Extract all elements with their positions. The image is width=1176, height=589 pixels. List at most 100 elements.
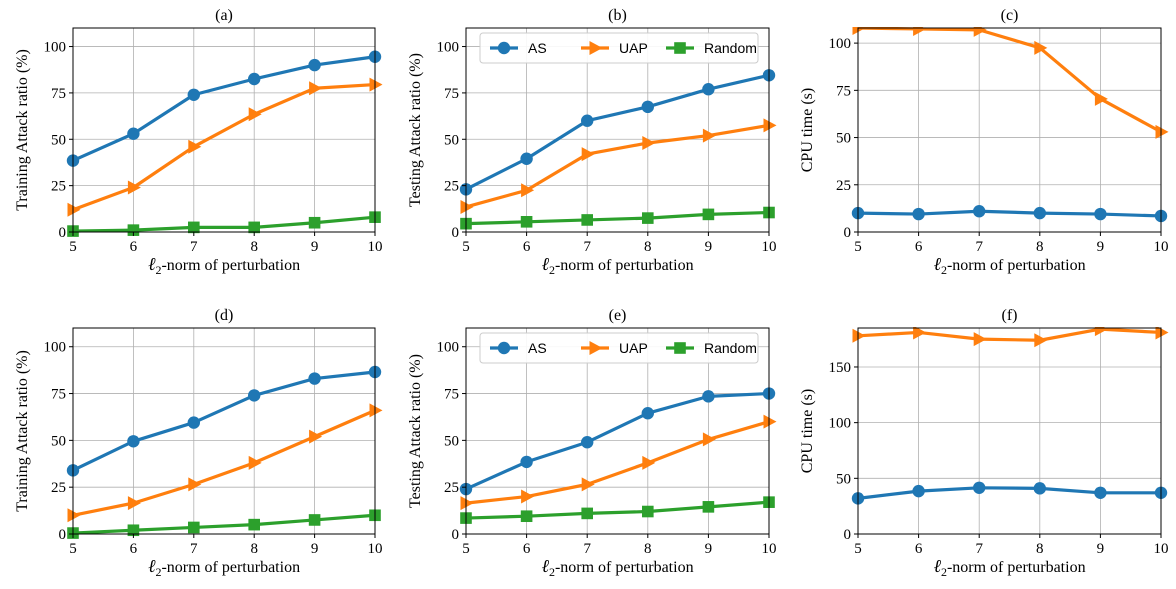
y-tick-label: 75 (444, 387, 459, 403)
y-tick-label: 0 (452, 527, 460, 543)
data-point-uap (67, 202, 81, 217)
data-point-as (187, 88, 200, 101)
x-tick-label: 8 (644, 541, 652, 557)
data-point-uap (248, 107, 262, 122)
y-tick-label: 100 (44, 40, 67, 56)
data-point-random (581, 507, 593, 520)
data-point-uap (852, 328, 866, 343)
series-group (66, 365, 383, 539)
y-tick-label: 75 (51, 86, 66, 102)
data-point-as (187, 416, 200, 429)
x-tick-label: 5 (854, 541, 862, 557)
series-line-as (857, 486, 1161, 500)
axes-frame (857, 327, 1162, 535)
data-point-as (1094, 207, 1107, 221)
x-tick-label: 9 (1097, 239, 1105, 255)
series-line-uap (72, 408, 376, 517)
data-point-as (973, 205, 986, 218)
y-tick-label: 25 (444, 480, 459, 496)
series-line-uap (465, 420, 770, 505)
series-group (851, 27, 1169, 223)
series-line-as (72, 55, 376, 163)
series-group (459, 69, 777, 230)
data-point-uap (369, 403, 383, 418)
x-tick-label: 8 (250, 541, 258, 557)
x-axis-label: ℓ2-norm of perturbation (933, 254, 1085, 277)
data-point-random (308, 514, 321, 526)
x-axis-label: ℓ2-norm of perturbation (541, 556, 693, 579)
y-tick-label: 100 (44, 340, 67, 356)
y-tick-label: 75 (51, 387, 66, 403)
x-axis-label: ℓ2-norm of perturbation (933, 556, 1085, 579)
data-point-uap (642, 455, 656, 470)
x-tick-label: 6 (130, 541, 138, 557)
data-point-uap (1155, 327, 1169, 340)
y-axis-label: CPU time (s) (799, 389, 816, 473)
data-point-as (520, 152, 533, 165)
x-tick-label: 5 (69, 239, 77, 255)
x-tick-label: 7 (975, 541, 983, 557)
data-point-uap (521, 489, 535, 504)
data-point-uap (1155, 124, 1169, 139)
data-point-uap (309, 81, 323, 96)
x-tick-label: 6 (915, 239, 923, 255)
x-tick-label: 7 (583, 541, 591, 557)
series-line-uap (857, 327, 1162, 342)
data-point-uap (460, 199, 474, 214)
legend-marker-as (497, 41, 511, 55)
panel-title: (b) (608, 7, 627, 24)
data-point-as (127, 127, 140, 140)
y-tick-label: 25 (836, 178, 851, 194)
y-tick-label: 100 (829, 416, 852, 432)
x-tick-label: 9 (1097, 541, 1105, 557)
data-point-uap (309, 429, 323, 444)
x-tick-label: 8 (644, 239, 652, 255)
series-group (459, 387, 777, 524)
data-point-as (1094, 486, 1107, 499)
data-point-uap (642, 135, 656, 150)
y-tick-label: 50 (836, 131, 851, 147)
x-tick-label: 5 (69, 541, 77, 557)
data-point-as (581, 436, 594, 449)
series-line-uap (857, 27, 1162, 134)
data-point-uap (521, 183, 535, 198)
y-axis-label: Testing Attack ratio (%) (407, 53, 424, 207)
x-tick-label: 6 (130, 239, 138, 255)
data-point-random (520, 216, 533, 228)
data-point-as (308, 58, 321, 72)
legend-marker-as (497, 341, 511, 355)
y-tick-label: 100 (829, 36, 852, 52)
series-line-as (857, 209, 1162, 218)
x-tick-label: 10 (1154, 541, 1169, 557)
data-point-uap (973, 332, 987, 347)
x-tick-label: 9 (705, 239, 713, 255)
y-tick-label: 75 (444, 86, 459, 102)
data-point-uap (702, 128, 716, 143)
y-tick-label: 50 (444, 433, 459, 449)
data-point-random (248, 221, 260, 234)
panel-title: (f) (1002, 307, 1018, 324)
legend-box (479, 332, 759, 364)
data-point-random (127, 524, 140, 537)
x-tick-label: 8 (1036, 239, 1044, 255)
y-tick-label: 50 (51, 433, 66, 449)
x-tick-label: 10 (762, 541, 777, 557)
x-tick-label: 10 (762, 239, 777, 255)
data-point-as (641, 407, 654, 420)
data-point-random (308, 216, 321, 229)
data-point-as (912, 207, 925, 221)
y-tick-label: 0 (452, 225, 460, 241)
y-tick-label: 0 (844, 225, 852, 241)
data-point-uap (127, 496, 141, 511)
axes-frame (857, 27, 1162, 233)
y-axis-label: Training Attack ratio (%) (14, 350, 31, 512)
data-point-as (1033, 482, 1047, 495)
y-tick-label: 25 (51, 179, 66, 195)
x-tick-label: 9 (311, 541, 319, 557)
data-point-random (642, 505, 654, 518)
y-tick-label: 25 (51, 480, 66, 496)
data-point-random (702, 501, 715, 513)
